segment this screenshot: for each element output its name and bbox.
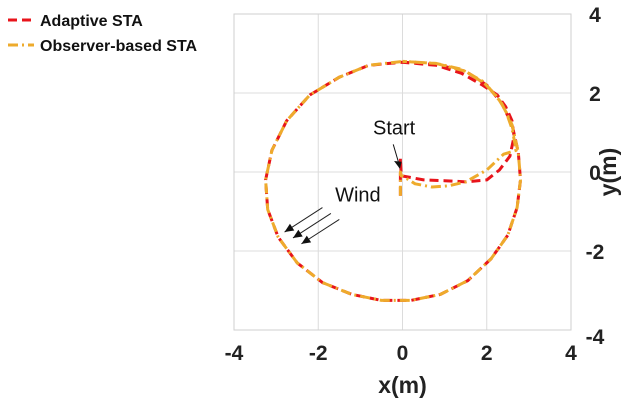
- annotation-layer: [284, 144, 402, 245]
- y-tick-labels: -4 -2 0 2 4: [586, 4, 605, 349]
- x-tick-label: 2: [481, 342, 493, 365]
- y-tick-label: 2: [589, 83, 601, 106]
- series-line-adaptive-sta: [264, 60, 522, 302]
- wind-annotation: Wind: [335, 185, 381, 207]
- y-tick-label: -4: [586, 326, 605, 349]
- x-tick-label: 4: [565, 342, 577, 365]
- y-axis-label: y(m): [595, 148, 621, 197]
- wind-arrow-head: [284, 223, 295, 233]
- start-arrow-head: [394, 160, 402, 169]
- y-tick-label: 4: [589, 4, 601, 27]
- x-tick-label: -4: [225, 342, 244, 365]
- start-annotation: Start: [373, 117, 416, 139]
- x-tick-label: 0: [397, 342, 409, 365]
- x-axis-label: x(m): [378, 372, 427, 398]
- y-tick-label: 0: [589, 162, 601, 185]
- legend-label-observer-based-sta: Observer-based STA: [40, 38, 198, 55]
- legend: Adaptive STA Observer-based STA: [8, 13, 198, 55]
- plot-frame: [233, 13, 572, 331]
- legend-label-adaptive-sta: Adaptive STA: [40, 13, 143, 30]
- wind-arrow-head: [292, 229, 303, 238]
- series-line-observer-based-sta: [264, 59, 522, 302]
- y-tick-label: -2: [586, 241, 605, 264]
- x-tick-labels: -4 -2 0 2 4: [225, 342, 578, 365]
- x-tick-label: -2: [309, 342, 328, 365]
- wind-arrow-head: [301, 235, 312, 244]
- series-layer: [264, 59, 522, 302]
